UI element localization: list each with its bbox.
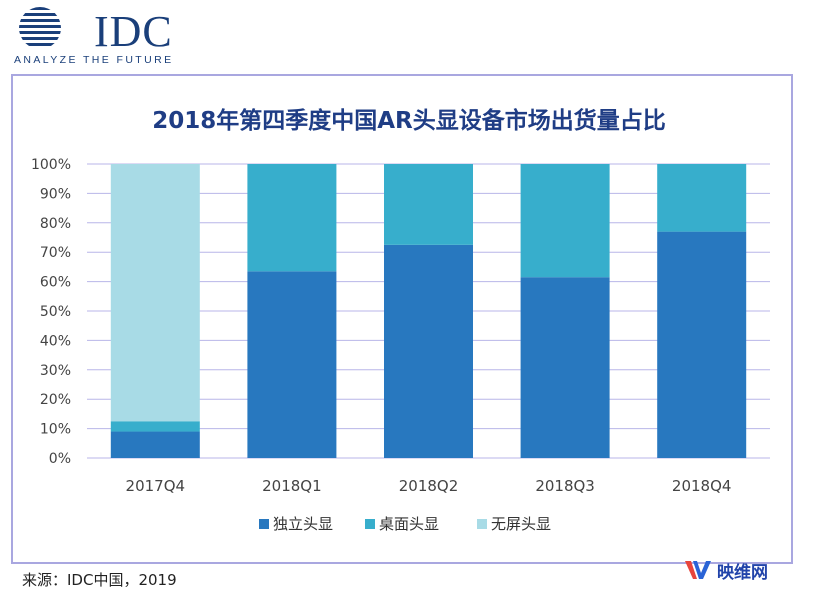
y-tick-label: 90% xyxy=(40,186,71,202)
y-tick-label: 30% xyxy=(40,363,71,379)
legend-label: 无屏头显 xyxy=(491,515,551,533)
y-tick-label: 20% xyxy=(40,392,71,408)
legend-label: 桌面头显 xyxy=(379,515,439,533)
bar-segment xyxy=(384,244,473,458)
bar-segment xyxy=(657,231,747,458)
logo-tagline: ANALYZE THE FUTURE xyxy=(14,54,174,66)
source-note: 来源：IDC中国，2019 xyxy=(22,571,177,589)
logo-wordmark: IDC xyxy=(94,7,173,56)
y-tick-label: 50% xyxy=(40,304,71,320)
y-tick-label: 60% xyxy=(40,275,71,291)
legend-swatch xyxy=(259,519,269,529)
legend-swatch xyxy=(365,519,375,529)
bar-segment xyxy=(520,277,610,458)
bar-segment xyxy=(247,164,337,272)
legend-swatch xyxy=(477,519,487,529)
x-tick-label: 2018Q4 xyxy=(672,477,732,495)
globe-stripes-icon xyxy=(19,7,61,46)
chart-frame xyxy=(11,74,793,564)
watermark: 映维网 xyxy=(684,557,768,583)
bar-segment xyxy=(520,164,610,278)
bar-segment xyxy=(110,164,200,422)
idc-logo: IDC ANALYZE THE FUTURE xyxy=(10,6,210,68)
y-tick-label: 70% xyxy=(40,245,71,261)
y-tick-label: 10% xyxy=(40,422,71,438)
yivian-logo-icon xyxy=(685,561,711,579)
x-tick-label: 2018Q3 xyxy=(535,477,595,495)
y-tick-label: 40% xyxy=(40,333,71,349)
bar-segment xyxy=(110,421,200,432)
y-tick-label: 0% xyxy=(49,451,71,467)
bar-segment xyxy=(657,164,747,232)
bar-segment xyxy=(384,164,473,245)
legend-label: 独立头显 xyxy=(273,515,333,533)
bar-segment xyxy=(247,271,337,458)
bar-segment xyxy=(110,431,200,458)
watermark-text: 映维网 xyxy=(717,562,768,583)
chart-title: 2018年第四季度中国AR头显设备市场出货量占比 xyxy=(152,108,666,134)
y-tick-label: 80% xyxy=(40,216,71,232)
y-tick-label: 100% xyxy=(31,157,71,173)
x-tick-label: 2018Q2 xyxy=(399,477,459,495)
x-tick-label: 2018Q1 xyxy=(262,477,322,495)
x-tick-label: 2017Q4 xyxy=(126,477,186,495)
